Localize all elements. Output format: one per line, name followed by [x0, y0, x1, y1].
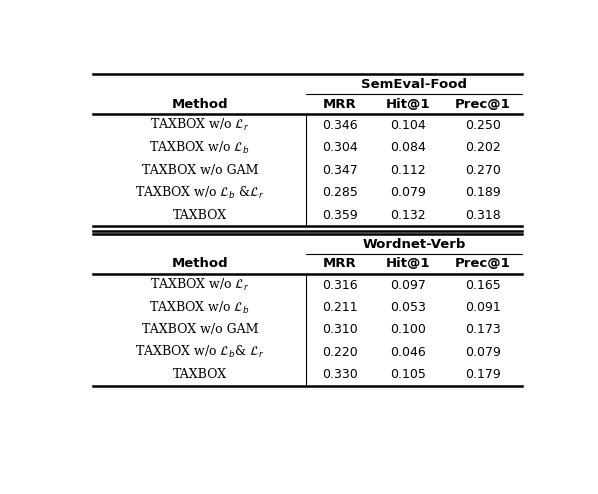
- Text: 0.359: 0.359: [322, 208, 358, 221]
- Text: Prec@1: Prec@1: [454, 257, 511, 270]
- Text: Method: Method: [172, 257, 228, 270]
- Text: 0.104: 0.104: [390, 119, 426, 132]
- Text: Wordnet-Verb: Wordnet-Verb: [362, 238, 466, 250]
- Text: TAXBOX w/o $\mathcal{L}_b$& $\mathcal{L}_r$: TAXBOX w/o $\mathcal{L}_b$& $\mathcal{L}…: [135, 344, 265, 361]
- Text: 0.250: 0.250: [465, 119, 501, 132]
- Text: 0.347: 0.347: [322, 164, 358, 177]
- Text: 0.316: 0.316: [322, 279, 358, 291]
- Text: MRR: MRR: [323, 257, 357, 270]
- Text: 0.105: 0.105: [390, 369, 426, 381]
- Text: 0.100: 0.100: [390, 324, 426, 336]
- Text: 0.330: 0.330: [322, 369, 358, 381]
- Text: 0.318: 0.318: [465, 208, 501, 221]
- Text: Hit@1: Hit@1: [386, 257, 431, 270]
- Text: 0.132: 0.132: [390, 208, 426, 221]
- Text: 0.053: 0.053: [390, 301, 426, 314]
- Text: 0.189: 0.189: [465, 186, 501, 199]
- Text: TAXBOX w/o GAM: TAXBOX w/o GAM: [142, 324, 258, 336]
- Text: Prec@1: Prec@1: [454, 98, 511, 111]
- Text: TAXBOX w/o $\mathcal{L}_b$ &$\mathcal{L}_r$: TAXBOX w/o $\mathcal{L}_b$ &$\mathcal{L}…: [135, 185, 265, 201]
- Text: TAXBOX w/o $\mathcal{L}_r$: TAXBOX w/o $\mathcal{L}_r$: [150, 117, 250, 133]
- Text: 0.220: 0.220: [322, 346, 358, 359]
- Text: 0.179: 0.179: [465, 369, 501, 381]
- Text: 0.310: 0.310: [322, 324, 358, 336]
- Text: 0.079: 0.079: [465, 346, 501, 359]
- Text: TAXBOX: TAXBOX: [173, 208, 227, 221]
- Text: SemEval-Food: SemEval-Food: [361, 78, 467, 91]
- Text: 0.211: 0.211: [322, 301, 358, 314]
- Text: 0.079: 0.079: [390, 186, 426, 199]
- Text: 0.270: 0.270: [465, 164, 501, 177]
- Text: Method: Method: [172, 98, 228, 111]
- Text: 0.202: 0.202: [465, 141, 501, 154]
- Text: TAXBOX w/o $\mathcal{L}_b$: TAXBOX w/o $\mathcal{L}_b$: [150, 140, 251, 156]
- Text: 0.165: 0.165: [465, 279, 501, 291]
- Text: MRR: MRR: [323, 98, 357, 111]
- Text: TAXBOX: TAXBOX: [173, 369, 227, 381]
- Text: 0.346: 0.346: [322, 119, 358, 132]
- Text: 0.084: 0.084: [390, 141, 426, 154]
- Text: 0.173: 0.173: [465, 324, 501, 336]
- Text: 0.046: 0.046: [390, 346, 426, 359]
- Text: 0.112: 0.112: [390, 164, 426, 177]
- Text: 0.304: 0.304: [322, 141, 358, 154]
- Text: TAXBOX w/o $\mathcal{L}_b$: TAXBOX w/o $\mathcal{L}_b$: [150, 299, 251, 316]
- Text: 0.097: 0.097: [390, 279, 426, 291]
- Text: Hit@1: Hit@1: [386, 98, 431, 111]
- Text: TAXBOX w/o $\mathcal{L}_r$: TAXBOX w/o $\mathcal{L}_r$: [150, 277, 250, 293]
- Text: TAXBOX w/o GAM: TAXBOX w/o GAM: [142, 164, 258, 177]
- Text: 0.285: 0.285: [322, 186, 358, 199]
- Text: 0.091: 0.091: [465, 301, 501, 314]
